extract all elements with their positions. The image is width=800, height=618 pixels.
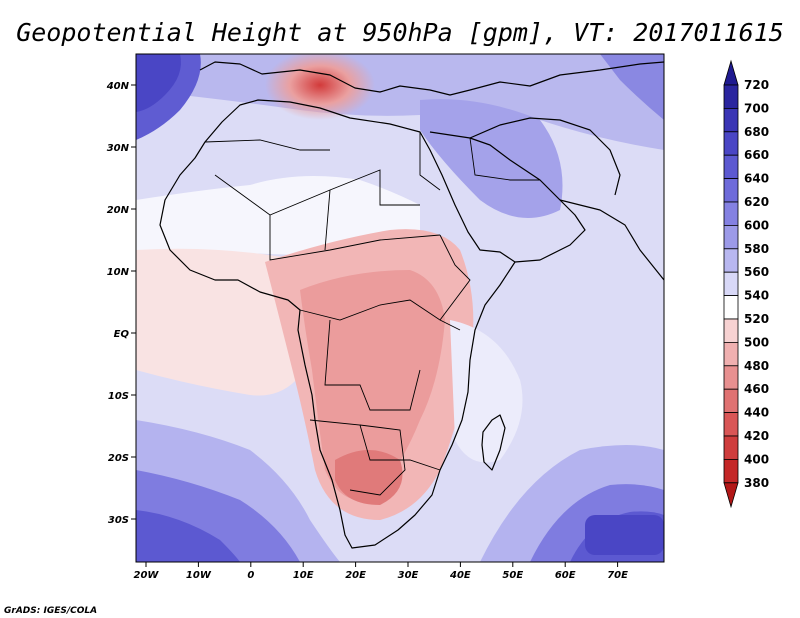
colorbar-bin [723,224,739,250]
lon-tick-label: 20W [134,570,160,581]
colorbar-label: 520 [744,312,769,326]
colorbar-label: 420 [744,429,769,443]
borders [204,132,540,496]
colorbar-bin [723,108,739,133]
colorbar-label: 380 [744,476,769,490]
map-frame [135,53,665,563]
colorbar-bin [723,341,739,367]
colorbar-label: 640 [744,172,769,186]
colorbar-label: 620 [744,195,769,209]
colorbar-bin [723,295,739,320]
lat-tick-label: 30S [108,515,129,526]
colorbar-bin [723,131,739,156]
lon-tick-label: 20E [345,570,366,581]
chart-title: Geopotential Height at 950hPa [gpm], VT:… [16,18,784,47]
colorbar-bin [723,178,739,203]
colorbar-bottom-cap [723,482,739,509]
lon-tick-label: 70E [607,570,628,581]
lat-tick-label: EQ [114,329,130,340]
lat-tick-label: 10S [108,391,129,402]
colorbar-bin [723,435,739,460]
colorbar-label: 440 [744,406,769,420]
colorbar-bin [723,154,739,179]
lon-tick-label: 50E [502,570,523,581]
lon-tick-label: 30E [398,570,419,581]
colorbar-bin [723,201,739,226]
colorbar: 720 700 680 660 640 620 600 580 560 540 520 500 480 4… [723,59,769,509]
grads-credit: GrADS: IGES/COLA [4,606,97,616]
lat-tick-label: 10N [107,267,130,278]
colorbar-bin [723,271,739,297]
lon-tick-label: 0 [247,570,254,581]
colorbar-label: 700 [744,101,769,115]
colorbar-bin [723,365,739,390]
colorbar-label: 720 [744,78,769,92]
colorbar-label: 540 [744,289,769,303]
colorbar-bin [723,318,739,343]
coastlines [159,61,664,549]
colorbar-bin [723,412,739,437]
longitude-ticks: 20W 10W 0 10E 20E 30E 40E 50E 60E 70E [134,562,628,581]
colorbar-label: 480 [744,359,769,373]
lon-tick-label: 40E [449,570,471,581]
colorbar-label: 500 [744,335,769,349]
latitude-ticks: 40N 30N 20N 10N EQ 10S 20S 30S [106,81,136,526]
colorbar-bin [723,84,739,109]
colorbar-label: 460 [744,382,769,396]
colorbar-bin [723,388,739,414]
lat-tick-label: 20N [107,205,130,216]
lon-tick-label: 10E [293,570,314,581]
colorbar-top-cap [723,59,739,86]
lat-tick-label: 30N [107,143,130,154]
colorbar-label: 660 [744,148,769,162]
map-panel [136,54,664,562]
lat-tick-label: 40N [106,81,130,92]
colorbar-label: 580 [744,242,769,256]
lon-tick-label: 10W [186,570,212,581]
colorbar-bin [723,458,739,484]
colorbar-label: 560 [744,265,769,279]
lat-tick-label: 20S [108,453,129,464]
lon-tick-label: 60E [555,570,576,581]
colorbar-label: 400 [744,452,769,466]
colorbar-label: 680 [744,125,769,139]
colorbar-label: 600 [744,218,769,232]
colorbar-bin [723,248,739,273]
